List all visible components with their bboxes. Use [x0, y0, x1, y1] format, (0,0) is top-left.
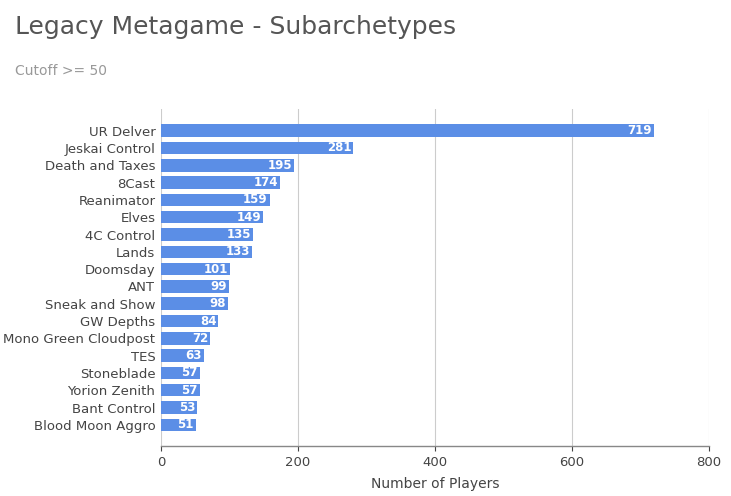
Bar — [161, 193, 270, 206]
Text: 84: 84 — [200, 314, 216, 327]
Bar — [161, 124, 654, 137]
Bar — [161, 142, 353, 154]
Bar — [161, 384, 200, 396]
Text: 57: 57 — [181, 384, 198, 397]
Bar — [161, 315, 219, 327]
Text: 99: 99 — [210, 280, 227, 293]
Text: 174: 174 — [254, 176, 278, 189]
Bar — [161, 228, 254, 241]
Bar — [161, 401, 197, 414]
Text: Cutoff >= 50: Cutoff >= 50 — [15, 64, 107, 78]
Bar — [161, 246, 252, 258]
Text: 72: 72 — [192, 332, 208, 345]
Bar — [161, 367, 200, 379]
Text: 195: 195 — [268, 159, 292, 172]
Text: 98: 98 — [209, 297, 226, 310]
Bar — [161, 211, 263, 223]
Bar — [161, 349, 204, 362]
Text: 159: 159 — [243, 193, 268, 206]
Bar — [161, 159, 295, 172]
Bar — [161, 419, 196, 431]
Text: 135: 135 — [227, 228, 251, 241]
Bar — [161, 263, 230, 275]
Text: 719: 719 — [627, 124, 651, 137]
Text: 133: 133 — [226, 246, 250, 258]
Bar — [161, 177, 280, 189]
Text: 281: 281 — [327, 141, 352, 154]
Text: 51: 51 — [178, 418, 194, 432]
Bar — [161, 298, 228, 310]
Text: 149: 149 — [236, 211, 261, 224]
Bar — [161, 280, 229, 293]
Text: 53: 53 — [178, 401, 195, 414]
Text: Legacy Metagame - Subarchetypes: Legacy Metagame - Subarchetypes — [15, 15, 455, 39]
Text: 57: 57 — [181, 367, 198, 379]
Text: 63: 63 — [186, 349, 202, 362]
Text: 101: 101 — [204, 262, 228, 276]
X-axis label: Number of Players: Number of Players — [371, 478, 499, 492]
Bar — [161, 332, 211, 345]
